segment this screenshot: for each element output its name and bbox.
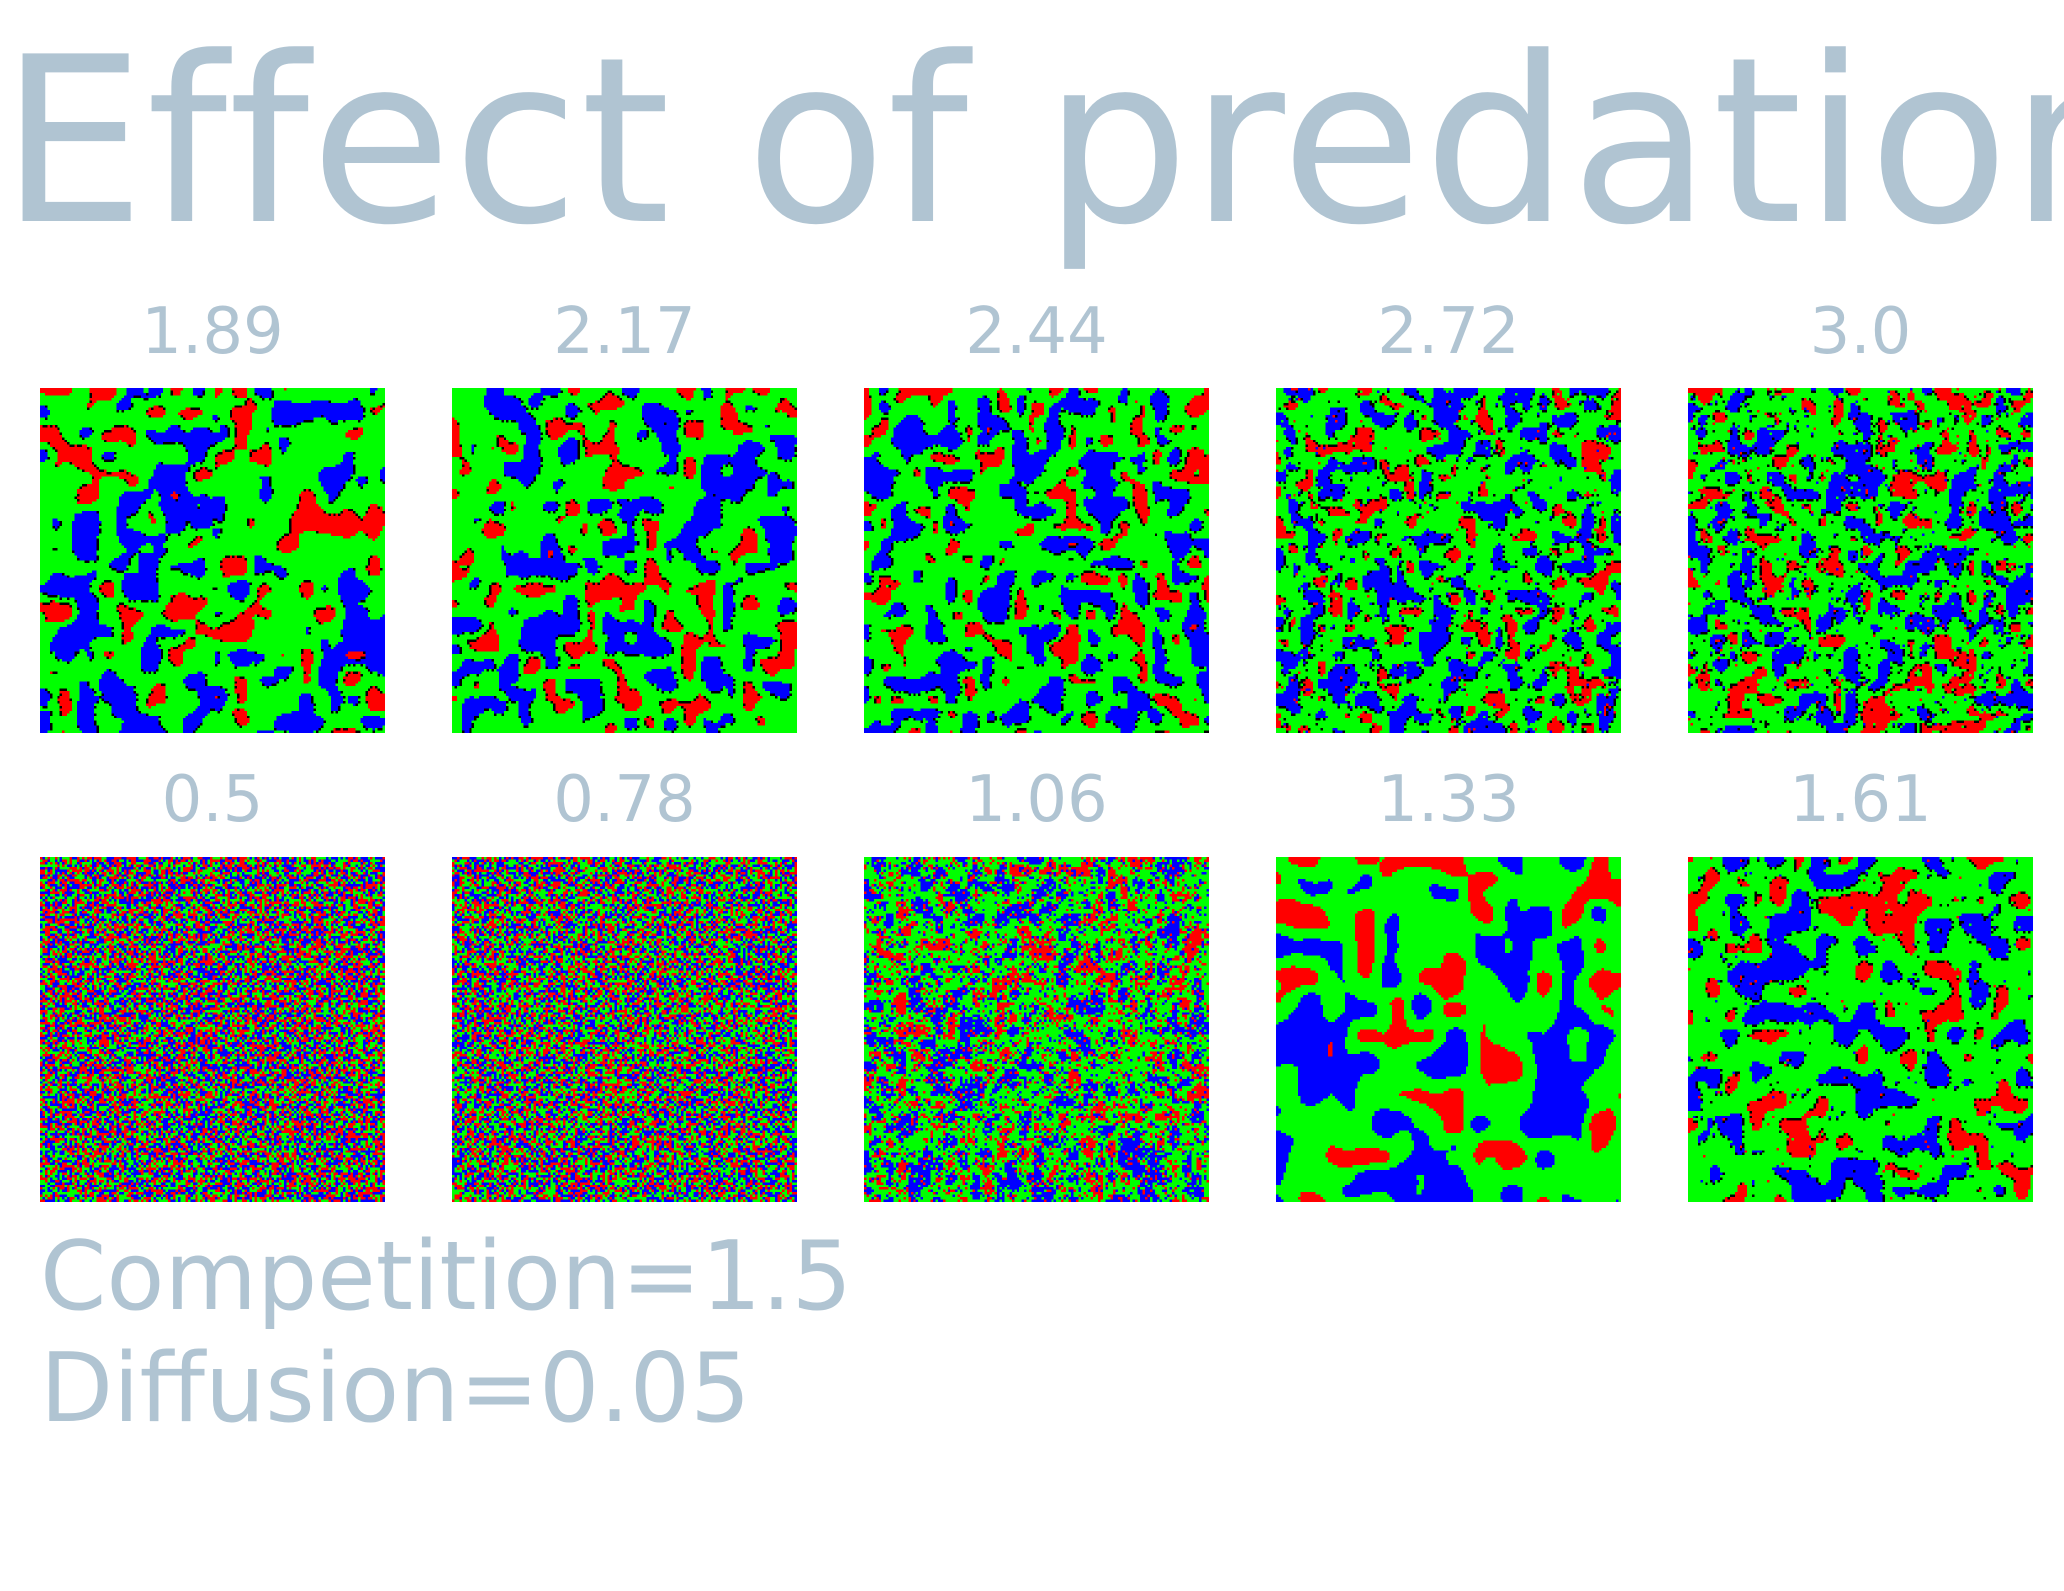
- panel-label-bottom-5: 1.61: [1789, 763, 1932, 837]
- pattern-panel-bottom-1: [40, 857, 385, 1202]
- pattern-panel-top-5: [1688, 388, 2033, 733]
- pattern-panel-top-1: [40, 388, 385, 733]
- panel-label-top-5: 3.0: [1809, 295, 1912, 369]
- panel-label-top-4: 2.72: [1377, 295, 1520, 369]
- panel-label-top-3: 2.44: [965, 295, 1108, 369]
- pattern-panel-top-2: [452, 388, 797, 733]
- pattern-panel-bottom-3: [864, 857, 1209, 1202]
- panel-label-bottom-4: 1.33: [1377, 763, 1520, 837]
- pattern-panel-top-4: [1276, 388, 1621, 733]
- panel-label-bottom-1: 0.5: [161, 763, 264, 837]
- competition-label: Competition=1.5: [40, 1222, 853, 1332]
- pattern-panel-top-3: [864, 388, 1209, 733]
- pattern-panel-bottom-4: [1276, 857, 1621, 1202]
- panel-label-bottom-3: 1.06: [965, 763, 1108, 837]
- panel-label-bottom-2: 0.78: [553, 763, 696, 837]
- pattern-panel-bottom-5: [1688, 857, 2033, 1202]
- pattern-panel-bottom-2: [452, 857, 797, 1202]
- panel-label-top-2: 2.17: [553, 295, 696, 369]
- figure-title: Effect of predation: [0, 9, 2064, 276]
- diffusion-label: Diffusion=0.05: [40, 1334, 751, 1444]
- panel-label-top-1: 1.89: [141, 295, 284, 369]
